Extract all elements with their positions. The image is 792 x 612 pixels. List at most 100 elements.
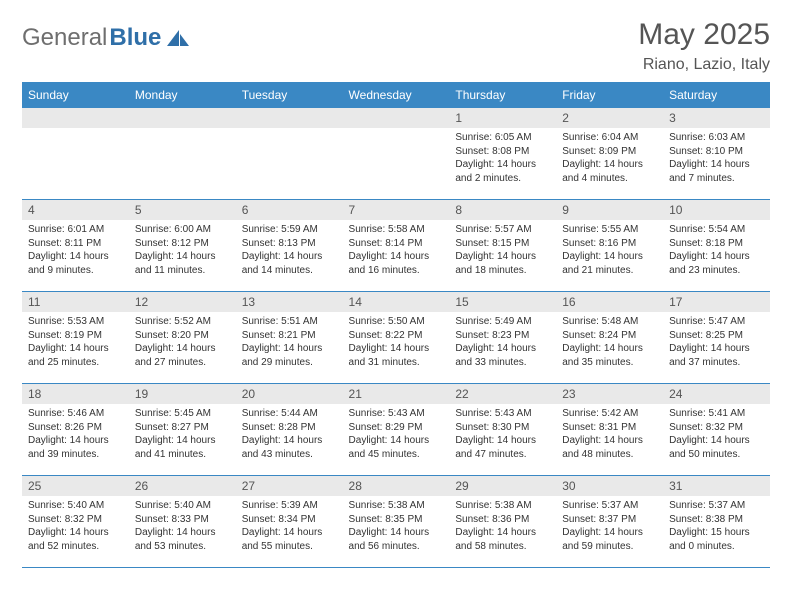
calendar-cell: 27Sunrise: 5:39 AMSunset: 8:34 PMDayligh… xyxy=(236,476,343,568)
sunrise-text: Sunrise: 5:54 AM xyxy=(669,223,764,237)
weekday-header: Wednesday xyxy=(343,83,450,108)
day-number: 7 xyxy=(343,200,450,220)
day-detail: Sunrise: 6:00 AMSunset: 8:12 PMDaylight:… xyxy=(129,220,236,281)
day-detail: Sunrise: 5:43 AMSunset: 8:30 PMDaylight:… xyxy=(449,404,556,465)
calendar-cell: 14Sunrise: 5:50 AMSunset: 8:22 PMDayligh… xyxy=(343,292,450,384)
day-number: 17 xyxy=(663,292,770,312)
day-number: 28 xyxy=(343,476,450,496)
sunset-text: Sunset: 8:37 PM xyxy=(562,513,657,527)
day-number: 24 xyxy=(663,384,770,404)
sunrise-text: Sunrise: 5:53 AM xyxy=(28,315,123,329)
calendar-cell: 19Sunrise: 5:45 AMSunset: 8:27 PMDayligh… xyxy=(129,384,236,476)
calendar-cell: 4Sunrise: 6:01 AMSunset: 8:11 PMDaylight… xyxy=(22,200,129,292)
daylight-text: Daylight: 14 hours and 50 minutes. xyxy=(669,434,764,461)
day-number-empty xyxy=(22,108,129,128)
sunrise-text: Sunrise: 5:50 AM xyxy=(349,315,444,329)
day-detail: Sunrise: 5:40 AMSunset: 8:33 PMDaylight:… xyxy=(129,496,236,557)
day-number: 11 xyxy=(22,292,129,312)
daylight-text: Daylight: 14 hours and 56 minutes. xyxy=(349,526,444,553)
location-label: Riano, Lazio, Italy xyxy=(638,56,770,74)
day-detail: Sunrise: 5:47 AMSunset: 8:25 PMDaylight:… xyxy=(663,312,770,373)
day-number: 3 xyxy=(663,108,770,128)
sunset-text: Sunset: 8:33 PM xyxy=(135,513,230,527)
calendar-cell: 6Sunrise: 5:59 AMSunset: 8:13 PMDaylight… xyxy=(236,200,343,292)
calendar-cell: 9Sunrise: 5:55 AMSunset: 8:16 PMDaylight… xyxy=(556,200,663,292)
daylight-text: Daylight: 14 hours and 41 minutes. xyxy=(135,434,230,461)
sunset-text: Sunset: 8:19 PM xyxy=(28,329,123,343)
calendar-cell: 12Sunrise: 5:52 AMSunset: 8:20 PMDayligh… xyxy=(129,292,236,384)
sunrise-text: Sunrise: 5:37 AM xyxy=(669,499,764,513)
daylight-text: Daylight: 14 hours and 21 minutes. xyxy=(562,250,657,277)
sunrise-text: Sunrise: 6:00 AM xyxy=(135,223,230,237)
sunrise-text: Sunrise: 5:45 AM xyxy=(135,407,230,421)
daylight-text: Daylight: 14 hours and 4 minutes. xyxy=(562,158,657,185)
calendar-cell: 2Sunrise: 6:04 AMSunset: 8:09 PMDaylight… xyxy=(556,108,663,200)
day-detail: Sunrise: 5:40 AMSunset: 8:32 PMDaylight:… xyxy=(22,496,129,557)
day-detail: Sunrise: 6:05 AMSunset: 8:08 PMDaylight:… xyxy=(449,128,556,189)
sunrise-text: Sunrise: 5:49 AM xyxy=(455,315,550,329)
sunrise-text: Sunrise: 5:55 AM xyxy=(562,223,657,237)
weekday-header: Friday xyxy=(556,83,663,108)
sunrise-text: Sunrise: 5:59 AM xyxy=(242,223,337,237)
daylight-text: Daylight: 14 hours and 47 minutes. xyxy=(455,434,550,461)
calendar-cell: 17Sunrise: 5:47 AMSunset: 8:25 PMDayligh… xyxy=(663,292,770,384)
daylight-text: Daylight: 14 hours and 37 minutes. xyxy=(669,342,764,369)
day-number: 27 xyxy=(236,476,343,496)
sunset-text: Sunset: 8:30 PM xyxy=(455,421,550,435)
sunset-text: Sunset: 8:08 PM xyxy=(455,145,550,159)
day-number: 12 xyxy=(129,292,236,312)
calendar-cell: 15Sunrise: 5:49 AMSunset: 8:23 PMDayligh… xyxy=(449,292,556,384)
day-number: 5 xyxy=(129,200,236,220)
daylight-text: Daylight: 14 hours and 11 minutes. xyxy=(135,250,230,277)
day-detail: Sunrise: 5:58 AMSunset: 8:14 PMDaylight:… xyxy=(343,220,450,281)
sunset-text: Sunset: 8:28 PM xyxy=(242,421,337,435)
daylight-text: Daylight: 14 hours and 35 minutes. xyxy=(562,342,657,369)
sunset-text: Sunset: 8:25 PM xyxy=(669,329,764,343)
day-detail: Sunrise: 5:51 AMSunset: 8:21 PMDaylight:… xyxy=(236,312,343,373)
daylight-text: Daylight: 14 hours and 43 minutes. xyxy=(242,434,337,461)
sunrise-text: Sunrise: 6:04 AM xyxy=(562,131,657,145)
day-number: 14 xyxy=(343,292,450,312)
weekday-header: Sunday xyxy=(22,83,129,108)
sunset-text: Sunset: 8:09 PM xyxy=(562,145,657,159)
daylight-text: Daylight: 14 hours and 39 minutes. xyxy=(28,434,123,461)
day-detail: Sunrise: 5:44 AMSunset: 8:28 PMDaylight:… xyxy=(236,404,343,465)
weekday-header: Thursday xyxy=(449,83,556,108)
calendar-cell: 8Sunrise: 5:57 AMSunset: 8:15 PMDaylight… xyxy=(449,200,556,292)
day-number-empty xyxy=(236,108,343,128)
day-detail: Sunrise: 5:43 AMSunset: 8:29 PMDaylight:… xyxy=(343,404,450,465)
sunrise-text: Sunrise: 6:01 AM xyxy=(28,223,123,237)
day-detail: Sunrise: 6:03 AMSunset: 8:10 PMDaylight:… xyxy=(663,128,770,189)
day-detail: Sunrise: 5:41 AMSunset: 8:32 PMDaylight:… xyxy=(663,404,770,465)
day-detail: Sunrise: 5:54 AMSunset: 8:18 PMDaylight:… xyxy=(663,220,770,281)
day-number: 1 xyxy=(449,108,556,128)
sunrise-text: Sunrise: 5:39 AM xyxy=(242,499,337,513)
day-number: 15 xyxy=(449,292,556,312)
sunrise-text: Sunrise: 5:43 AM xyxy=(349,407,444,421)
daylight-text: Daylight: 14 hours and 52 minutes. xyxy=(28,526,123,553)
day-number-empty xyxy=(129,108,236,128)
day-detail: Sunrise: 5:49 AMSunset: 8:23 PMDaylight:… xyxy=(449,312,556,373)
daylight-text: Daylight: 14 hours and 55 minutes. xyxy=(242,526,337,553)
sunrise-text: Sunrise: 5:41 AM xyxy=(669,407,764,421)
daylight-text: Daylight: 14 hours and 48 minutes. xyxy=(562,434,657,461)
calendar-cell: 29Sunrise: 5:38 AMSunset: 8:36 PMDayligh… xyxy=(449,476,556,568)
daylight-text: Daylight: 14 hours and 58 minutes. xyxy=(455,526,550,553)
brand-logo: GeneralBlue xyxy=(22,24,191,52)
day-number: 4 xyxy=(22,200,129,220)
sunrise-text: Sunrise: 5:38 AM xyxy=(455,499,550,513)
daylight-text: Daylight: 15 hours and 0 minutes. xyxy=(669,526,764,553)
daylight-text: Daylight: 14 hours and 23 minutes. xyxy=(669,250,764,277)
day-number: 9 xyxy=(556,200,663,220)
sunset-text: Sunset: 8:10 PM xyxy=(669,145,764,159)
calendar-table: SundayMondayTuesdayWednesdayThursdayFrid… xyxy=(22,82,770,568)
daylight-text: Daylight: 14 hours and 2 minutes. xyxy=(455,158,550,185)
day-detail: Sunrise: 5:57 AMSunset: 8:15 PMDaylight:… xyxy=(449,220,556,281)
daylight-text: Daylight: 14 hours and 9 minutes. xyxy=(28,250,123,277)
calendar-cell: 11Sunrise: 5:53 AMSunset: 8:19 PMDayligh… xyxy=(22,292,129,384)
calendar-cell: 7Sunrise: 5:58 AMSunset: 8:14 PMDaylight… xyxy=(343,200,450,292)
brand-part1: General xyxy=(22,24,107,52)
brand-part2: Blue xyxy=(109,24,161,52)
day-detail: Sunrise: 5:42 AMSunset: 8:31 PMDaylight:… xyxy=(556,404,663,465)
sunset-text: Sunset: 8:12 PM xyxy=(135,237,230,251)
